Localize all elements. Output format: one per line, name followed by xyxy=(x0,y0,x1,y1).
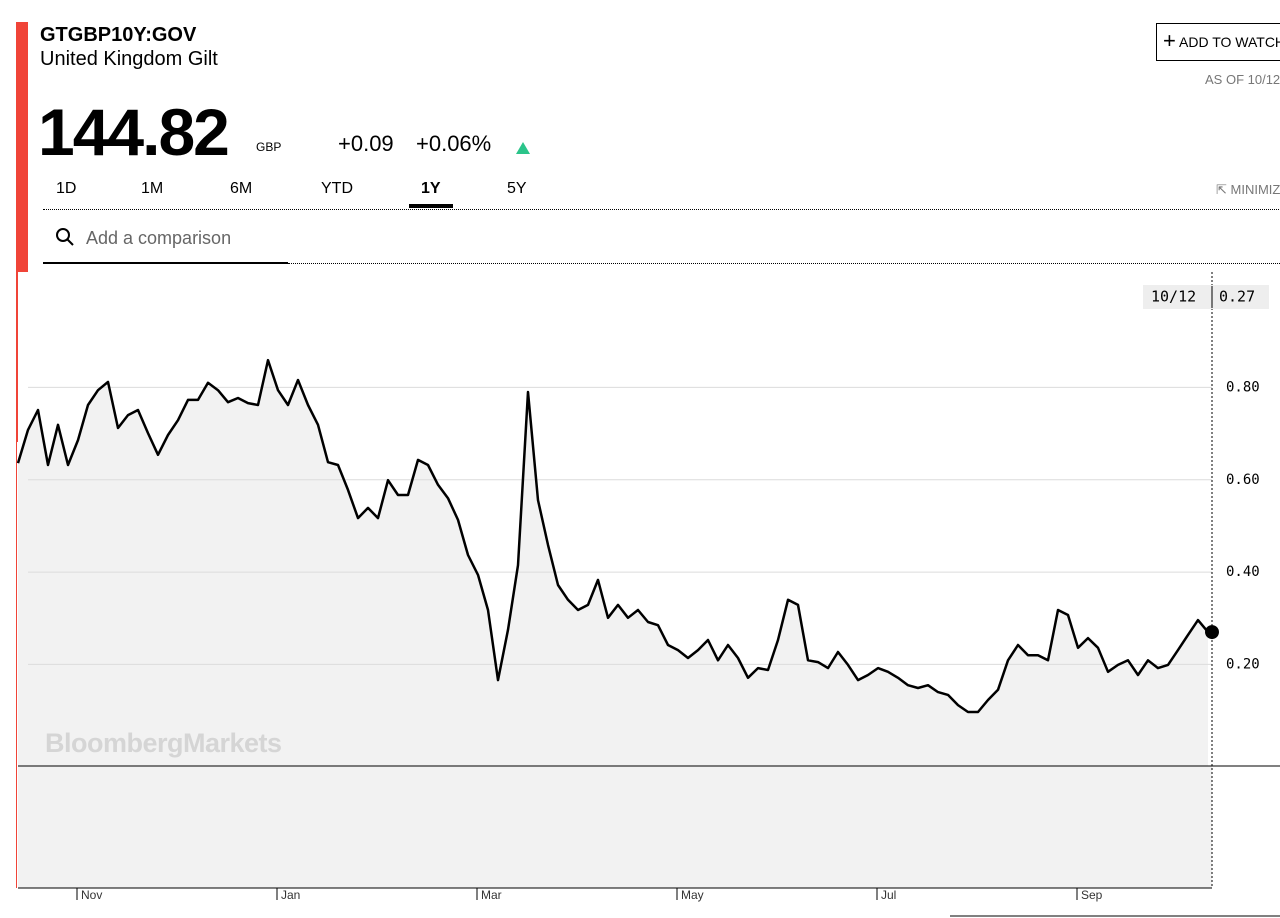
tooltip-value: 0.27 xyxy=(1219,288,1255,306)
x-tick-label: Sep xyxy=(1081,888,1103,902)
x-tick-label: May xyxy=(681,888,704,902)
tooltip-box xyxy=(1143,285,1269,309)
search-placeholder[interactable]: Add a comparison xyxy=(86,228,232,248)
range-tab[interactable]: YTD xyxy=(321,180,353,197)
y-tick-label: 0.80 xyxy=(1226,379,1260,395)
y-tick-label: 0.20 xyxy=(1226,656,1260,672)
tab-divider xyxy=(43,209,1280,210)
range-tab[interactable]: 1D xyxy=(56,180,77,197)
x-tick-label: Nov xyxy=(81,888,102,902)
price-line xyxy=(16,358,1209,714)
instrument-name: United Kingdom Gilt xyxy=(40,48,218,70)
search-icon xyxy=(56,228,74,246)
last-point xyxy=(1205,625,1219,640)
search-divider xyxy=(288,263,1280,264)
ticker: GTGBP10Y:GOV xyxy=(40,24,197,46)
watch-button-label: ADD TO WATCHLIST xyxy=(1179,34,1280,50)
range-tab[interactable]: 5Y xyxy=(507,180,527,197)
price: 144.82 xyxy=(38,95,230,169)
as-of: AS OF 10/12 xyxy=(1205,72,1280,87)
x-tick-label: Jul xyxy=(881,888,896,902)
range-tab[interactable]: 1Y xyxy=(409,180,453,208)
x-tick-label: Mar xyxy=(481,888,502,902)
minimize[interactable]: ⇱ MINIMIZE xyxy=(1216,182,1280,198)
watch-button[interactable]: +ADD TO WATCHLIST xyxy=(1156,23,1280,61)
currency: GBP xyxy=(256,140,282,154)
volume-pane xyxy=(18,766,1212,888)
accent-line xyxy=(16,442,17,888)
y-tick-label: 0.40 xyxy=(1226,564,1260,580)
range-tab[interactable]: 6M xyxy=(230,180,253,197)
change: +0.09 xyxy=(338,131,394,156)
x-tick-label: Jan xyxy=(281,888,300,902)
range-tab[interactable]: 1M xyxy=(141,180,164,197)
y-tick-label: 0.60 xyxy=(1226,472,1260,488)
watermark: BloombergMarkets xyxy=(45,728,282,758)
tooltip-date: 10/12 xyxy=(1151,288,1196,306)
up-arrow xyxy=(516,142,530,154)
minimize-label: MINIMIZE xyxy=(1230,182,1280,197)
search-underline xyxy=(43,262,288,264)
change-pct: +0.06% xyxy=(416,131,492,156)
